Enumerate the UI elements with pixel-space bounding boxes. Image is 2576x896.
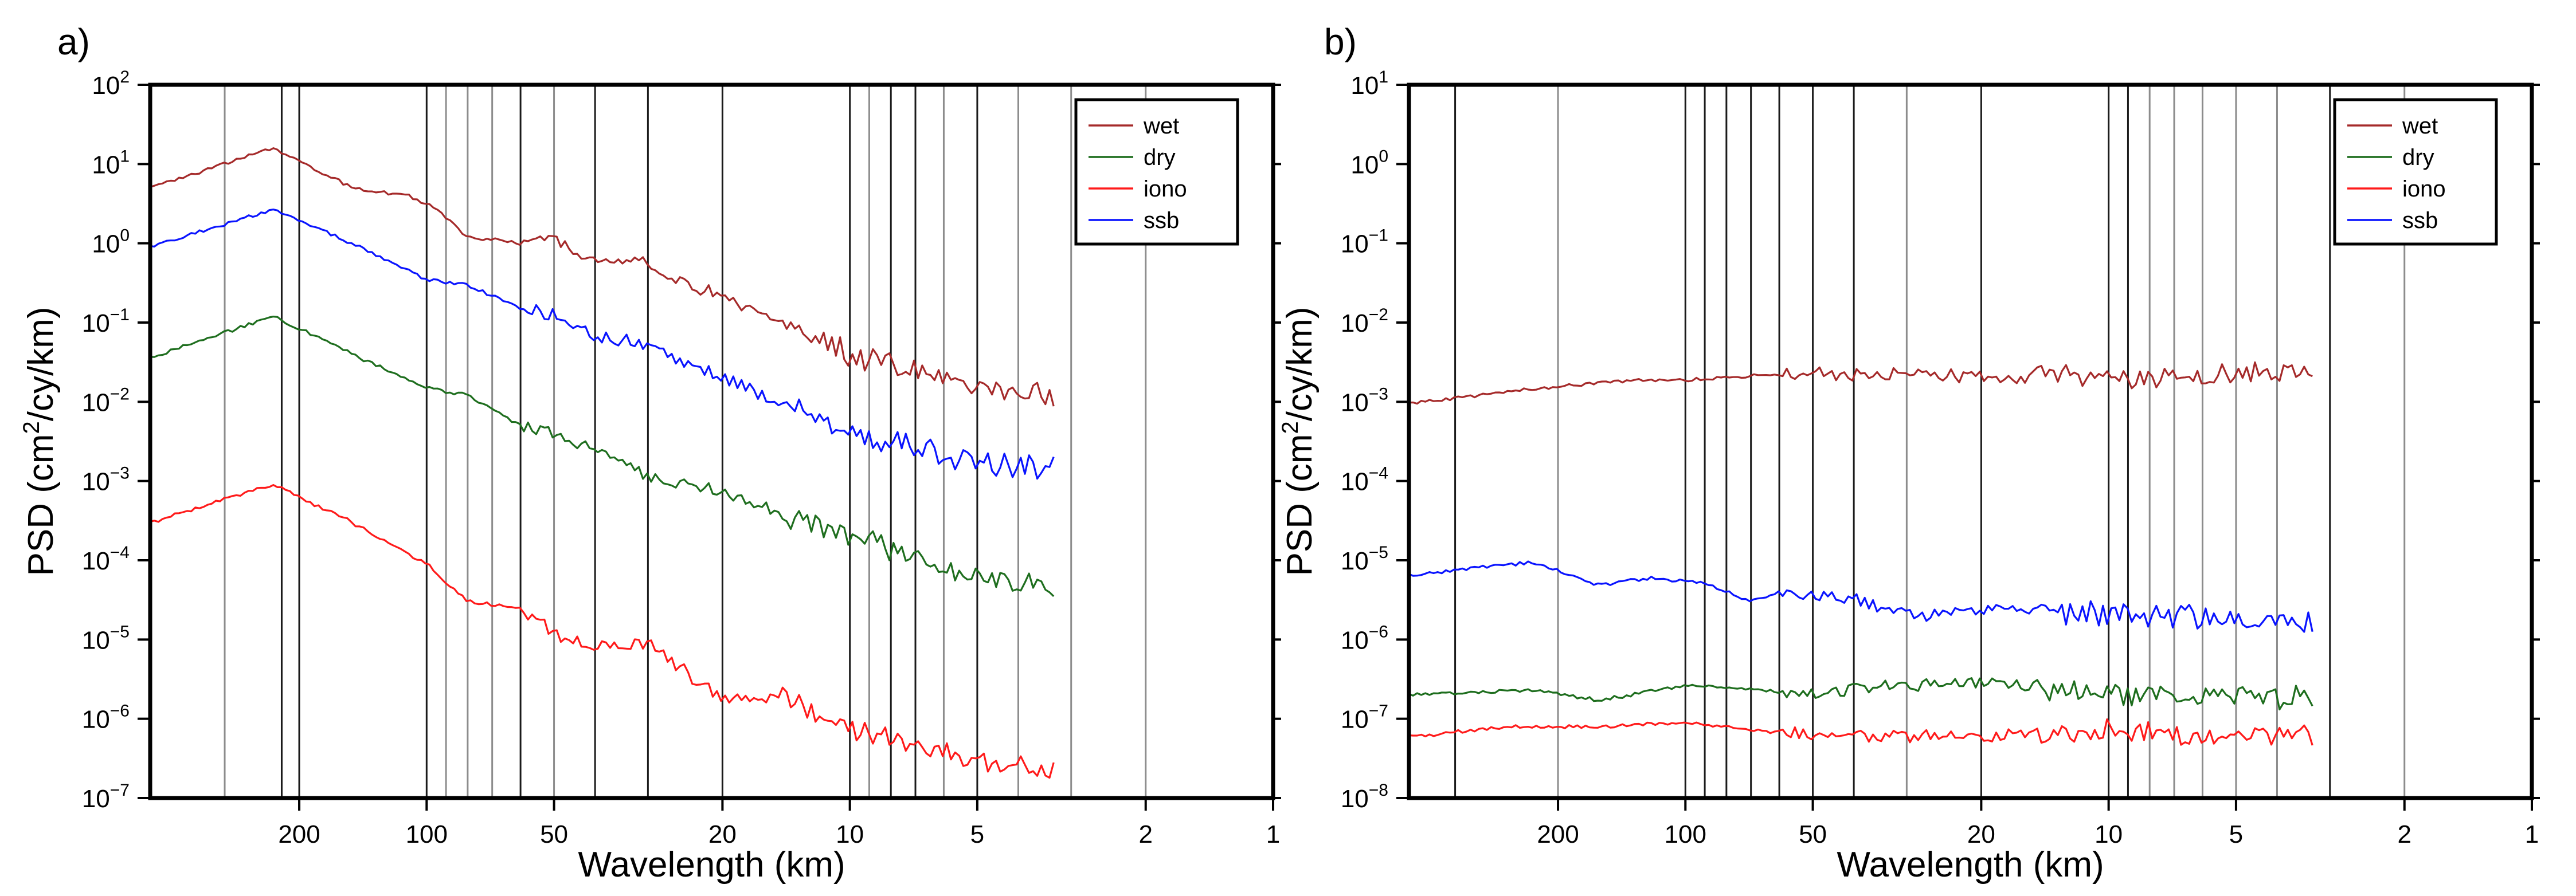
- chart-panel-b: b)10110010−110−210−310−410−510−610−710−8…: [1278, 21, 2540, 885]
- y-tick-label: 10−7: [1341, 702, 1388, 734]
- legend-label-wet: wet: [2402, 113, 2438, 139]
- x-tick-label: 50: [1799, 820, 1827, 848]
- y-tick-label: 10−4: [82, 543, 130, 575]
- x-tick-label: 2: [1138, 820, 1152, 848]
- y-tick-label: 10−6: [82, 702, 130, 734]
- series-line-wet: [1408, 361, 2313, 405]
- legend-label-iono: iono: [2402, 176, 2446, 202]
- x-tick-label: 5: [2229, 820, 2243, 848]
- x-tick-label: 2: [2397, 820, 2411, 848]
- plot-frame: [148, 82, 1275, 800]
- y-tick-label: 10−4: [1341, 464, 1388, 496]
- series-line-wet: [150, 147, 1055, 407]
- legend-label-dry: dry: [1144, 145, 1176, 170]
- series-line-iono: [150, 484, 1055, 779]
- legend-label-dry: dry: [2402, 145, 2434, 170]
- y-axis-title: PSD (cm2/cy/km): [1278, 307, 1320, 576]
- y-tick-label: 10−3: [1341, 384, 1388, 416]
- y-tick-label: 100: [92, 226, 130, 258]
- y-tick-label: 10−1: [1341, 226, 1388, 258]
- legend-label-ssb: ssb: [1144, 208, 1179, 233]
- series-line-ssb: [150, 209, 1055, 480]
- panel-label: b): [1324, 21, 1357, 62]
- x-tick-label: 100: [1665, 820, 1706, 848]
- x-tick-label: 20: [708, 820, 737, 848]
- legend-label-iono: iono: [1144, 176, 1187, 202]
- y-tick-label: 10−5: [82, 622, 130, 654]
- y-tick-label: 10−2: [1341, 305, 1388, 337]
- x-tick-label: 100: [406, 820, 448, 848]
- x-tick-label: 5: [970, 820, 984, 848]
- x-axis-title: Wavelength (km): [578, 845, 845, 885]
- x-tick-label: 10: [2095, 820, 2123, 848]
- series-line-ssb: [1408, 560, 2313, 633]
- x-tick-label: 1: [1266, 820, 1280, 848]
- x-tick-label: 1: [2525, 820, 2539, 848]
- y-tick-label: 10−8: [1341, 781, 1388, 813]
- y-tick-label: 101: [92, 147, 130, 179]
- x-tick-label: 50: [540, 820, 568, 848]
- panel-label: a): [57, 21, 90, 62]
- chart-panel-a: a)10210110010−110−210−310−410−510−610−72…: [19, 21, 1281, 885]
- y-tick-label: 10−2: [82, 384, 130, 416]
- y-tick-label: 10−6: [1341, 622, 1388, 654]
- y-tick-label: 10−7: [82, 781, 130, 813]
- legend: wet dry iono ssb: [2333, 98, 2498, 246]
- legend-label-wet: wet: [1143, 113, 1179, 139]
- series-line-dry: [150, 316, 1055, 598]
- series-line-iono: [1408, 718, 2313, 746]
- y-axis-title: PSD (cm2/cy/km): [19, 307, 61, 576]
- y-tick-label: 102: [92, 68, 130, 100]
- y-tick-label: 10−5: [1341, 543, 1388, 575]
- y-tick-label: 10−3: [82, 464, 130, 496]
- y-tick-label: 100: [1350, 147, 1388, 179]
- legend: wet dry iono ssb: [1074, 98, 1239, 246]
- x-tick-label: 200: [1537, 820, 1579, 848]
- legend-label-ssb: ssb: [2402, 208, 2438, 233]
- series-line-dry: [1408, 677, 2313, 710]
- y-tick-label: 10−1: [82, 305, 130, 337]
- plot-frame: [1407, 82, 2534, 800]
- x-tick-label: 200: [278, 820, 320, 848]
- x-tick-label: 10: [836, 820, 864, 848]
- x-axis-title: Wavelength (km): [1837, 845, 2104, 885]
- x-tick-label: 20: [1967, 820, 1995, 848]
- y-tick-label: 101: [1350, 68, 1388, 100]
